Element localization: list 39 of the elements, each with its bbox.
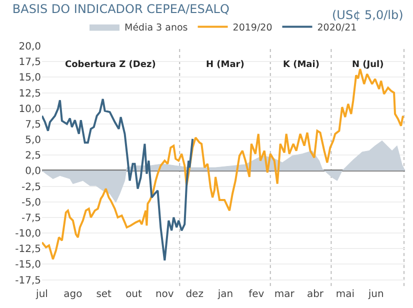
y-tick-label: -10,0 bbox=[15, 228, 41, 240]
y-tick-label: 0,0 bbox=[25, 166, 41, 178]
y-tick-label: -2,5 bbox=[21, 182, 41, 193]
x-tick-label: ago bbox=[64, 289, 82, 300]
y-tick-label: -17,5 bbox=[15, 275, 41, 286]
y-tick-label: -12,5 bbox=[15, 244, 41, 256]
annotation: H (Mar) bbox=[206, 60, 244, 70]
chart-subtitle: (US¢ 5,0/lb) bbox=[332, 8, 404, 22]
annotation: K (Mai) bbox=[283, 60, 320, 70]
x-tick-label: nov bbox=[155, 289, 174, 300]
x-tick-label: jul bbox=[35, 289, 48, 300]
y-tick-label: 15,0 bbox=[18, 72, 41, 84]
x-tick-label: abr bbox=[306, 289, 324, 300]
y-tick-label: 2,5 bbox=[25, 150, 41, 162]
line-series bbox=[42, 68, 404, 260]
legend-label: 2020/21 bbox=[317, 22, 357, 34]
chart-title: BASIS DO INDICADOR CEPEA/ESALQ bbox=[12, 2, 230, 16]
line-series bbox=[42, 98, 194, 262]
legend-label: 2019/20 bbox=[232, 22, 272, 34]
y-tick-label: -15,0 bbox=[15, 260, 41, 271]
y-tick-label: -5,0 bbox=[21, 197, 41, 208]
annotation: N (Jul) bbox=[352, 60, 384, 70]
y-tick-label: 20,0 bbox=[18, 42, 41, 52]
y-tick-label: 5,0 bbox=[25, 135, 41, 146]
y-tick-label: 17,5 bbox=[18, 57, 41, 68]
x-tick-label: out bbox=[126, 289, 142, 300]
y-tick-label: -7,5 bbox=[21, 212, 41, 224]
legend-label: Média 3 anos bbox=[124, 22, 188, 34]
x-tick-label: jun bbox=[367, 289, 384, 300]
x-tick-label: set bbox=[96, 289, 112, 300]
x-tick-label: mar bbox=[274, 289, 296, 300]
x-tick-label: fev bbox=[248, 289, 264, 300]
y-tick-label: 10,0 bbox=[18, 104, 41, 115]
annotation: Cobertura Z (Dez) bbox=[65, 60, 156, 70]
x-tick-label: mai bbox=[336, 289, 354, 300]
x-tick-label: dez bbox=[186, 289, 204, 300]
y-tick-label: 7,5 bbox=[25, 119, 41, 130]
y-tick-label: 12,5 bbox=[18, 88, 41, 100]
x-tick-label: jan bbox=[216, 289, 234, 300]
